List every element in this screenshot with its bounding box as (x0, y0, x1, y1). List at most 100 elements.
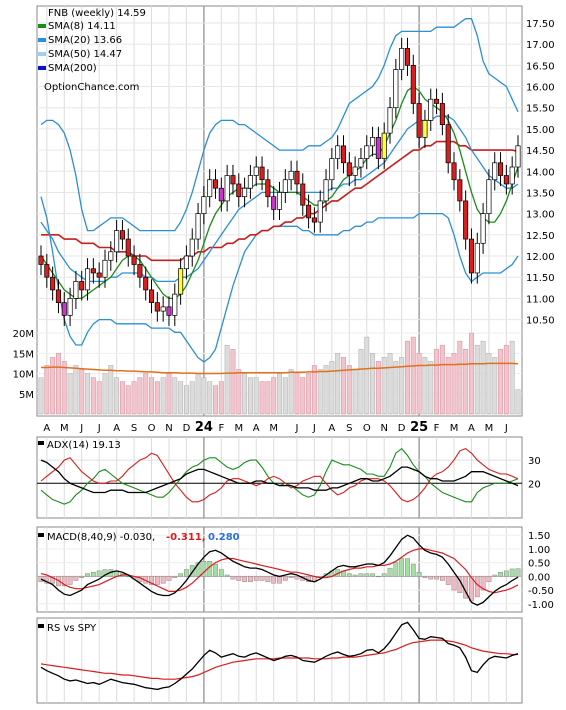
x-tick-label: M (234, 423, 243, 434)
candle-body (44, 264, 50, 278)
candle-body (492, 162, 498, 181)
volume-bar (154, 381, 160, 415)
candle-body (306, 204, 312, 219)
volume-bar (218, 381, 224, 415)
y-tick-label: 17.50 (526, 19, 555, 30)
y-tick-label: 0.00 (528, 572, 550, 583)
volume-bar (323, 365, 329, 415)
x-tick-label: D (183, 423, 191, 434)
candle-body (230, 175, 236, 185)
y-tick-label: 15.00 (526, 125, 555, 136)
candle-body (166, 306, 172, 316)
y-tick-label: 20 (528, 479, 541, 490)
volume-bar (410, 336, 416, 415)
macd-histogram-bar (376, 576, 381, 578)
volume-bar (422, 357, 428, 415)
macd-histogram-bar (271, 576, 277, 584)
volume-bar (213, 385, 218, 415)
candle-body (143, 276, 149, 291)
candle-body (85, 268, 91, 291)
candle-body (50, 276, 56, 291)
volume-bar (503, 344, 509, 415)
macd-histogram-bar (178, 573, 183, 577)
macd-histogram-bar (154, 576, 160, 585)
volume-bar (125, 385, 131, 415)
x-tick-label: A (468, 423, 475, 434)
volume-bar (434, 348, 440, 415)
candle-body (468, 238, 474, 274)
candle-body (79, 281, 85, 291)
legend-entry: SMA(50) 14.47 (48, 49, 122, 60)
volume-bar (178, 381, 184, 415)
x-tick-label: O (148, 423, 156, 434)
candle-body (416, 103, 422, 138)
macd-histogram-bar (73, 576, 79, 581)
y-tick-label: -0.50 (528, 586, 554, 597)
candle-body (195, 213, 201, 240)
volume-bar (492, 357, 498, 415)
volume-bar (439, 344, 445, 415)
y-tick-label: 14.50 (526, 146, 555, 157)
macd-histogram-bar (393, 562, 399, 577)
candle-body (329, 158, 335, 181)
macd-histogram-bar (352, 574, 358, 577)
macd-histogram-bar (149, 576, 154, 585)
macd-histogram-bar (405, 558, 410, 577)
macd-histogram-bar (498, 572, 503, 577)
legend-swatch (38, 52, 46, 56)
legend-swatch (38, 24, 46, 28)
rs-title: RS vs SPY (47, 623, 97, 634)
legend-swatch (38, 441, 44, 445)
macd-histogram-bar (67, 576, 73, 585)
macd-histogram-bar (61, 576, 67, 587)
legend-swatch (38, 533, 44, 537)
volume-bar (387, 353, 393, 415)
candle-body (399, 48, 405, 70)
volume-bar (143, 373, 149, 415)
candle-body (451, 162, 457, 181)
macd-histogram-bar (160, 576, 166, 584)
macd-histogram-bar (248, 576, 253, 583)
candle-body (381, 132, 387, 159)
volume-bar (358, 348, 364, 415)
volume-bar (329, 361, 335, 415)
volume-bar (393, 361, 399, 415)
volume-bar (67, 373, 73, 415)
macd-histogram-bar (474, 576, 480, 598)
candle-body (131, 255, 137, 265)
macd-histogram-bar (451, 576, 457, 591)
candle-body (265, 179, 271, 198)
macd-histogram-bar (381, 573, 387, 577)
volume-bar (306, 373, 312, 415)
macd-histogram-bar (515, 568, 521, 577)
volume-bar (277, 373, 282, 415)
candle-body (288, 170, 294, 181)
volume-bar (271, 377, 277, 415)
macd-histogram-bar (288, 576, 294, 578)
macd-signal-line (40, 548, 519, 594)
watermark-text: OptionChance.com (44, 82, 139, 93)
rs-average-line (40, 639, 518, 680)
volume-bar (474, 344, 480, 415)
x-tick-label: F (434, 423, 440, 434)
x-tick-label: M (60, 423, 69, 434)
x-tick-label: 25 (410, 420, 428, 435)
candle-body (73, 281, 79, 299)
volume-bar (515, 389, 521, 415)
volume-bar (364, 336, 370, 415)
y-tick-label: 1.00 (528, 545, 550, 556)
rs-line (40, 621, 519, 691)
x-tick-label: D (398, 423, 406, 434)
adx-title: ADX(14) 19.13 (47, 440, 121, 451)
volume-bar (160, 377, 166, 415)
volume-bar (509, 340, 515, 415)
x-tick-label: A (253, 423, 260, 434)
macd-signal-value: -0.311, (166, 532, 206, 543)
candle-body (207, 179, 213, 198)
macd-histogram-bar (439, 576, 445, 581)
volume-bar (44, 365, 50, 415)
volume-bar (224, 344, 230, 415)
candle-body (178, 268, 184, 295)
volume-bar (102, 373, 108, 415)
volume-bar (317, 369, 323, 415)
